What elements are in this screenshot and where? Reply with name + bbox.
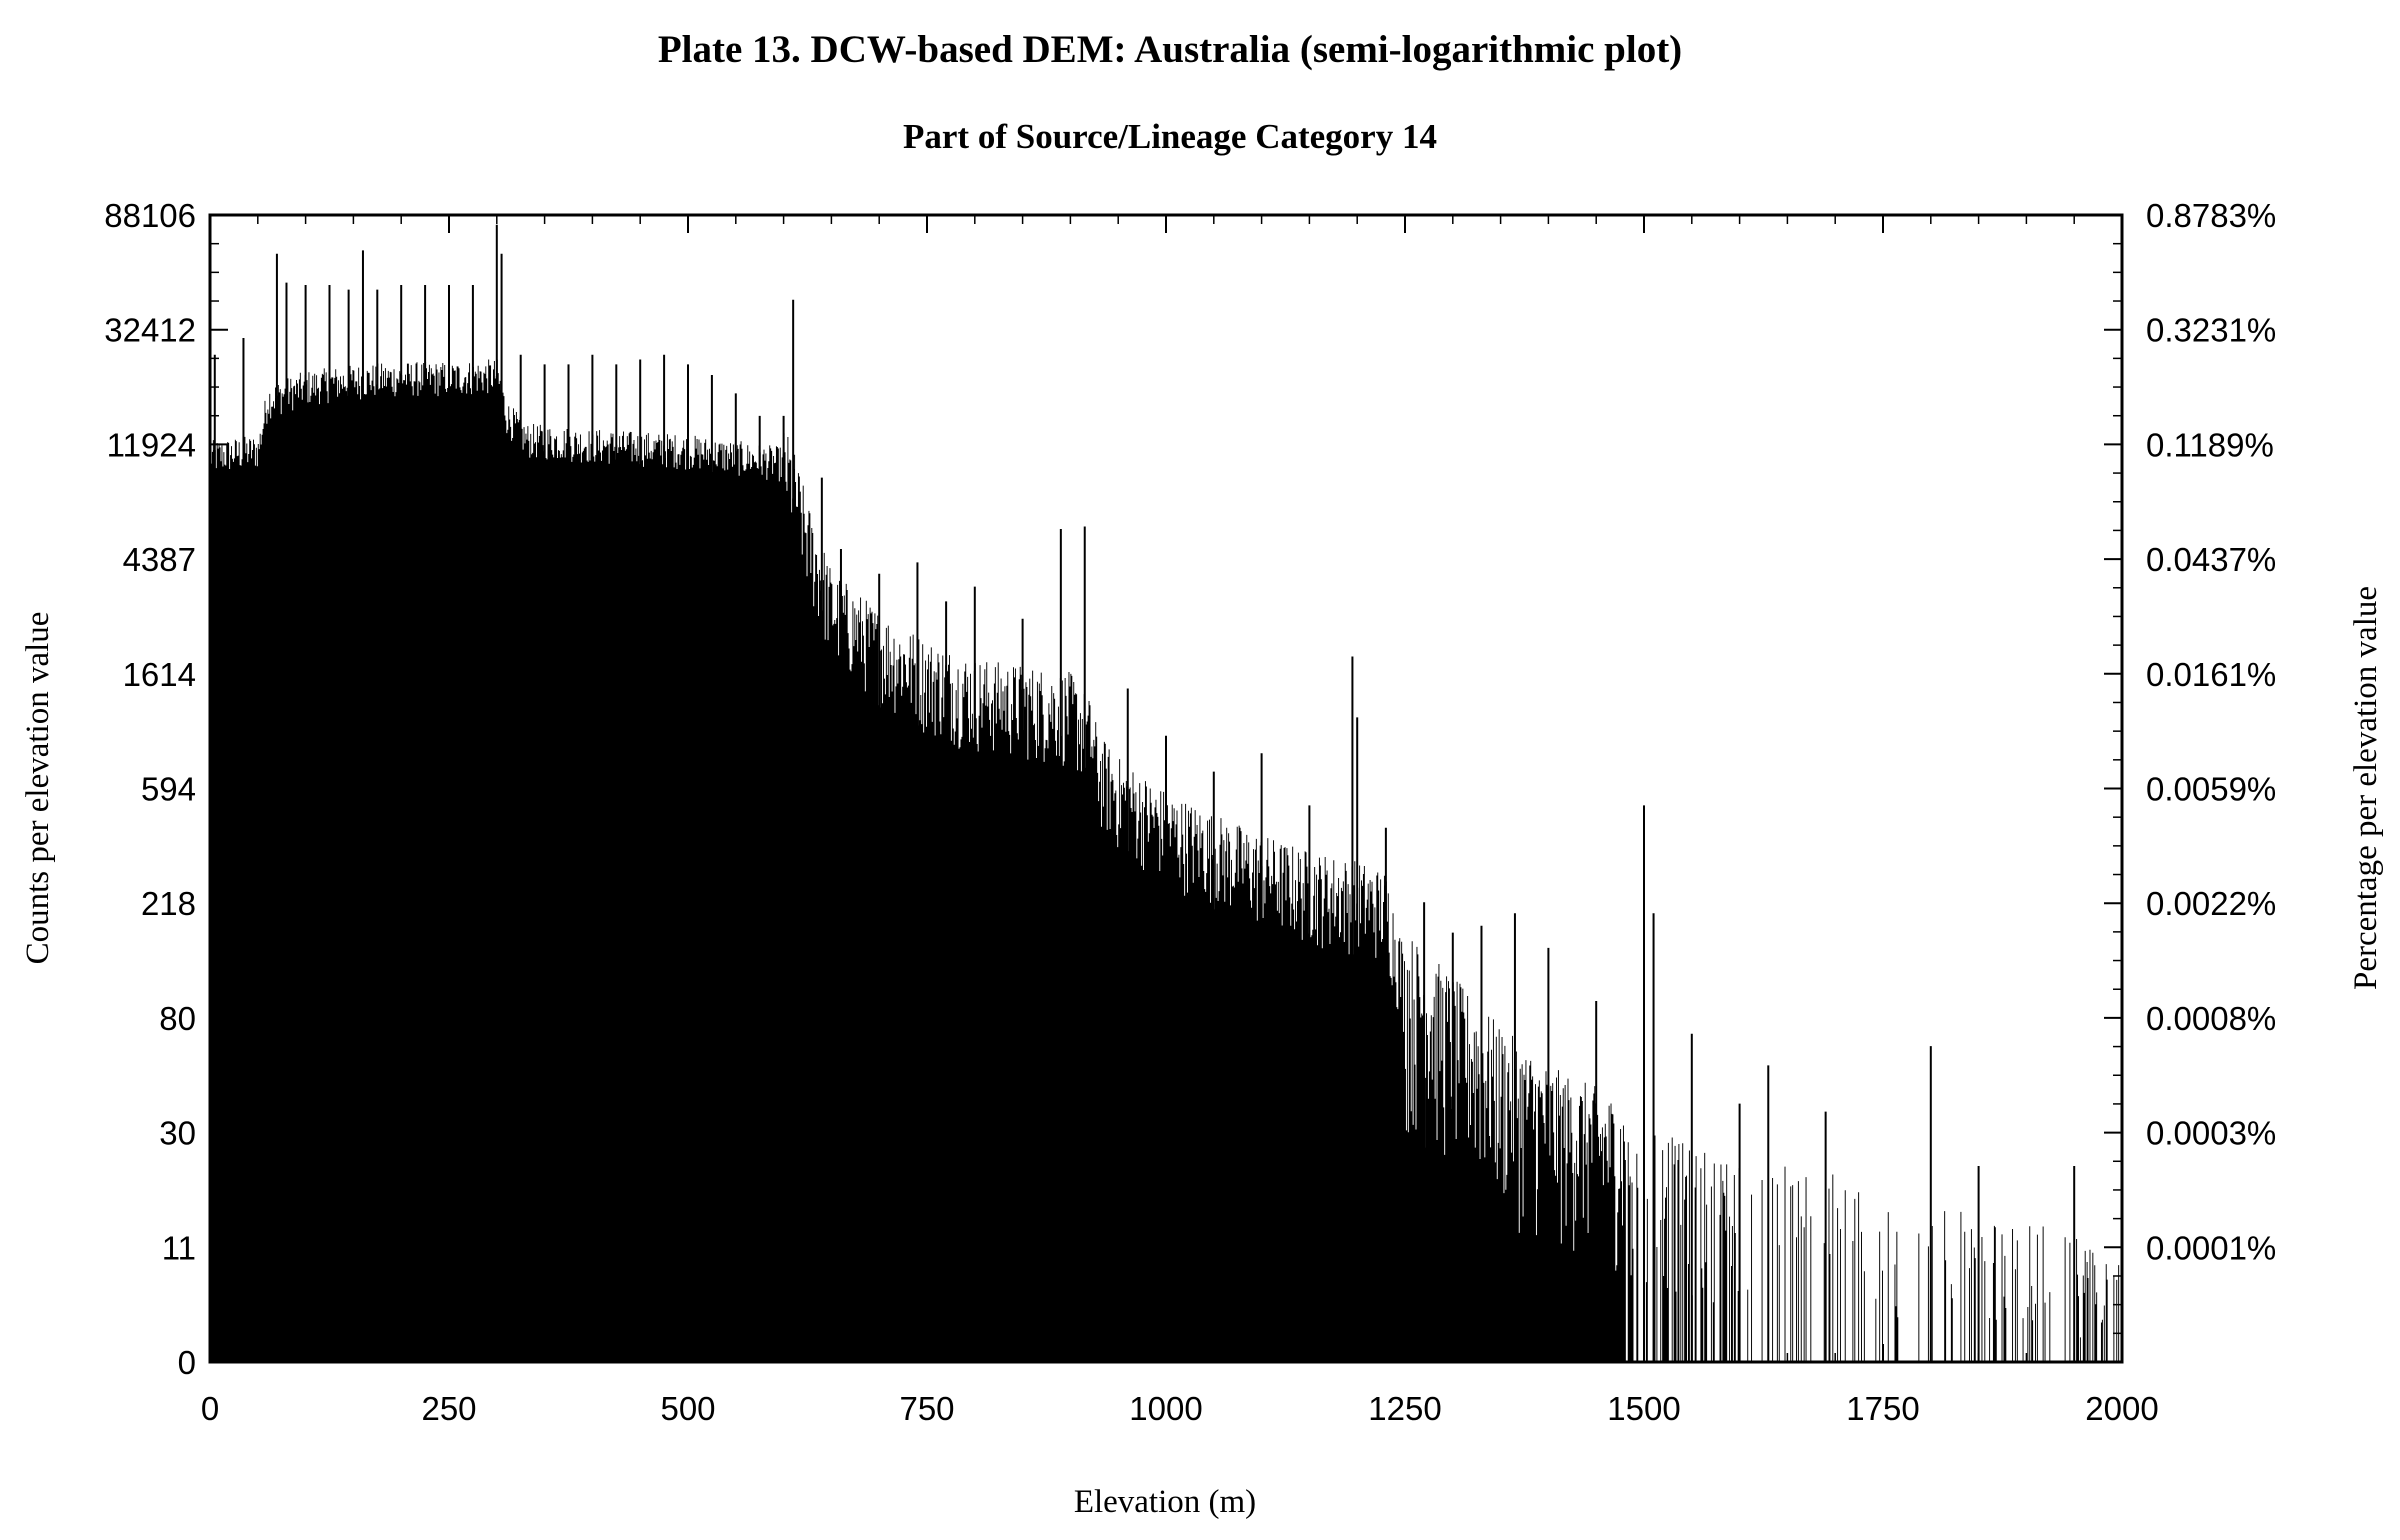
y-tick-label-left: 11 — [162, 1229, 196, 1266]
y-tick-label-right: 0.0437% — [2146, 541, 2276, 578]
y-tick-label-left: 4387 — [123, 541, 196, 578]
y-tick-label-left: 80 — [159, 1000, 196, 1037]
chart-subtitle: Part of Source/Lineage Category 14 — [903, 117, 1437, 156]
x-tick-label: 500 — [660, 1390, 715, 1427]
y-axis-title-right: Percentage per elevation value — [2348, 586, 2384, 990]
y-tick-label-right: 0.0161% — [2146, 656, 2276, 693]
y-tick-label-right: 0.1189% — [2146, 426, 2274, 463]
x-tick-label: 1750 — [1846, 1390, 1919, 1427]
y-tick-label-left: 32412 — [104, 312, 196, 349]
x-tick-label: 1250 — [1368, 1390, 1441, 1427]
y-tick-label-left: 30 — [159, 1115, 196, 1152]
x-tick-label: 1500 — [1607, 1390, 1680, 1427]
y-tick-label-left: 0 — [178, 1344, 196, 1381]
x-axis-title: Elevation (m) — [1074, 1484, 1256, 1520]
x-tick-label: 0 — [201, 1390, 219, 1427]
x-tick-label: 250 — [421, 1390, 476, 1427]
chart-title: Plate 13. DCW-based DEM: Australia (semi… — [658, 28, 1682, 71]
y-tick-label-left: 1614 — [123, 656, 196, 693]
y-tick-label-left: 88106 — [104, 197, 196, 234]
y-tick-label-right: 0.0003% — [2146, 1115, 2276, 1152]
x-tick-label: 750 — [899, 1390, 954, 1427]
x-tick-label: 1000 — [1129, 1390, 1202, 1427]
axis-labels: 0 250 500 750 1000 1250 1500 1750 2000 0 11 30 80 218… — [104, 197, 2276, 1427]
axis-ticks — [209, 214, 2123, 1363]
y-tick-label-right: 0.0059% — [2146, 771, 2276, 808]
y-tick-label-right: 0.0008% — [2146, 1000, 2276, 1037]
y-tick-label-right: 0.3231% — [2146, 312, 2276, 349]
y-tick-label-left: 11924 — [107, 426, 196, 463]
y-tick-label-left: 218 — [141, 885, 196, 922]
y-tick-label-right: 0.0001% — [2146, 1229, 2276, 1266]
y-tick-label-left: 594 — [141, 771, 196, 808]
y-tick-label-right: 0.8783% — [2146, 197, 2276, 234]
x-tick-label: 2000 — [2085, 1390, 2158, 1427]
y-tick-label-right: 0.0022% — [2146, 885, 2276, 922]
histogram-bars — [210, 224, 2123, 1362]
y-axis-title-left: Counts per elevation value — [20, 612, 56, 965]
